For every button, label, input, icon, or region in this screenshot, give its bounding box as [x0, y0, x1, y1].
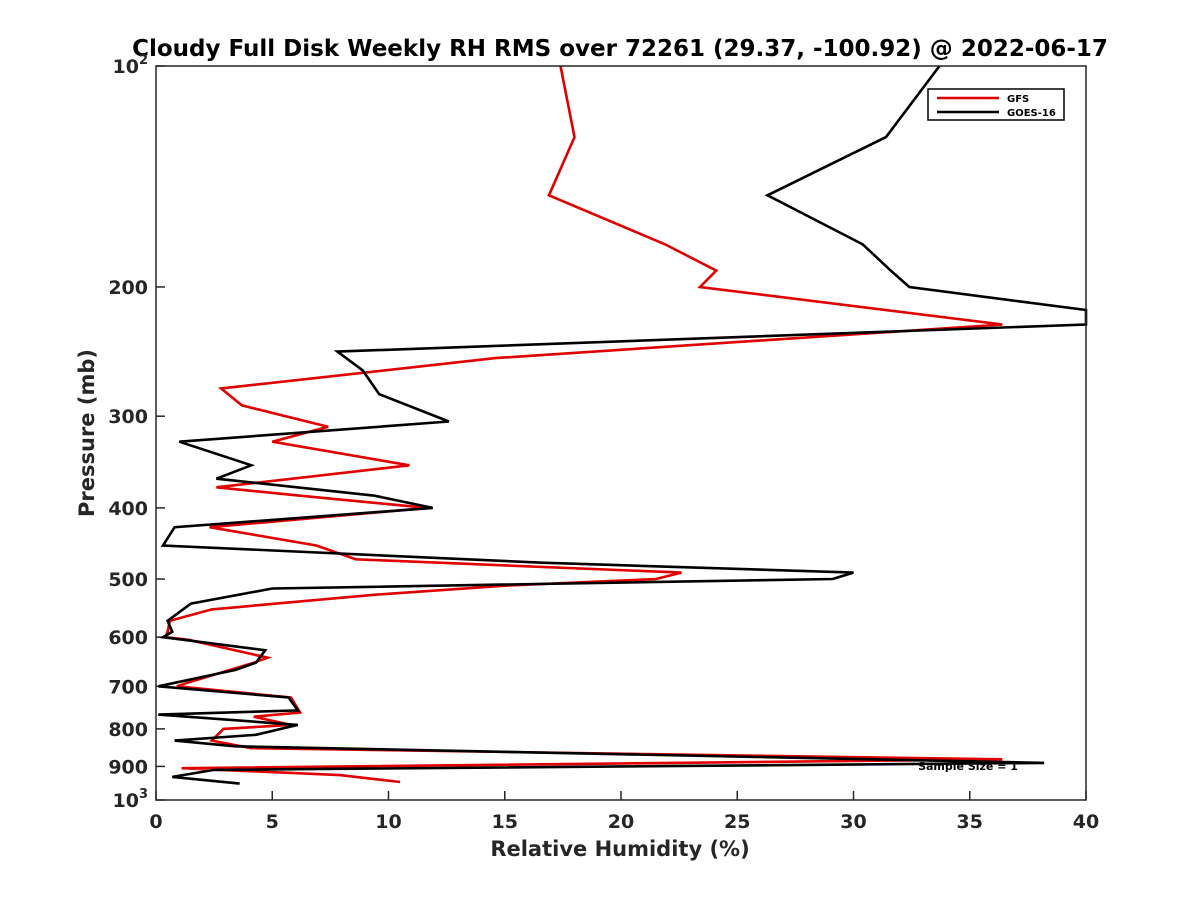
y-tick-label: 200 — [108, 277, 148, 299]
x-tick-label: 5 — [266, 811, 279, 833]
y-axis-label: Pressure (mb) — [75, 349, 99, 517]
y-tick-label: 800 — [108, 719, 148, 741]
y-tick-label: 500 — [108, 569, 148, 591]
sample-size-annotation: Sample Size = 1 — [918, 760, 1018, 773]
legend: GFS GOES-16 — [927, 88, 1065, 121]
legend-box — [927, 88, 1065, 121]
y-tick-label: 900 — [108, 756, 148, 778]
y-tick-label: 700 — [108, 676, 148, 698]
y-tick-label: 102 — [113, 53, 149, 78]
y-tick-exponent: 3 — [139, 787, 148, 802]
x-tick-label: 35 — [957, 811, 983, 833]
x-tick-label: 30 — [840, 811, 866, 833]
x-axis-label: Relative Humidity (%) — [490, 837, 749, 861]
y-tick-label: 103 — [113, 787, 149, 812]
series-line-gfs — [163, 65, 1003, 784]
legend-label: GFS — [1007, 94, 1029, 105]
series-line-goes-16 — [158, 65, 1088, 785]
x-tick-label: 20 — [608, 811, 634, 833]
x-tick-label: 40 — [1073, 811, 1099, 833]
legend-label: GOES-16 — [1007, 108, 1056, 119]
x-axis-ticks: 0 5 10 15 20 25 30 35 40 — [149, 791, 1099, 833]
series-layer — [158, 65, 1088, 785]
y-tick-base: 10 — [113, 790, 139, 812]
y-tick-exponent: 2 — [139, 53, 148, 68]
x-tick-label: 10 — [375, 811, 401, 833]
x-tick-label: 0 — [149, 811, 162, 833]
y-tick-label: 300 — [108, 406, 148, 428]
chart-title: Cloudy Full Disk Weekly RH RMS over 7226… — [132, 36, 1108, 62]
x-tick-label: 25 — [724, 811, 750, 833]
y-tick-label: 600 — [108, 627, 148, 649]
y-tick-label: 400 — [108, 498, 148, 520]
y-tick-base: 10 — [113, 56, 139, 78]
x-tick-label: 15 — [492, 811, 518, 833]
plot-area-frame — [155, 65, 1087, 801]
